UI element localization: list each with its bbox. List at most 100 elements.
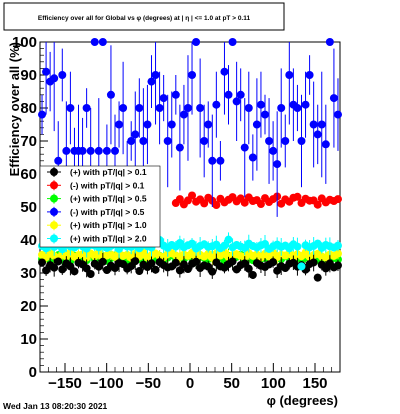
data-point xyxy=(220,67,229,76)
legend-marker xyxy=(50,168,58,176)
series-1 xyxy=(171,191,342,210)
data-point xyxy=(159,94,168,103)
data-point xyxy=(309,120,318,129)
data-point xyxy=(98,38,107,46)
data-point xyxy=(183,104,192,112)
data-point xyxy=(50,263,59,272)
data-point xyxy=(111,146,119,155)
legend-label: (+) with pT/|q| > 0.1 xyxy=(70,167,147,177)
y-tick-label: 100 xyxy=(12,34,37,51)
data-point xyxy=(313,130,322,139)
y-tick-label: 50 xyxy=(20,199,37,216)
data-point xyxy=(269,258,278,267)
data-point xyxy=(90,38,99,46)
data-point xyxy=(224,90,233,99)
data-point xyxy=(192,38,201,46)
legend-marker xyxy=(50,194,58,203)
data-point xyxy=(42,67,51,76)
data-point xyxy=(297,137,306,145)
x-tick-label: −50 xyxy=(136,375,161,392)
data-point xyxy=(281,137,290,145)
data-point xyxy=(38,110,47,119)
data-point xyxy=(285,71,294,79)
data-point xyxy=(313,200,322,209)
data-point xyxy=(119,104,128,112)
data-point xyxy=(163,137,172,145)
data-point xyxy=(171,258,180,267)
data-point xyxy=(131,257,140,266)
data-point xyxy=(188,191,197,200)
y-tick-label: 10 xyxy=(20,331,37,348)
data-point xyxy=(317,120,326,129)
data-point xyxy=(78,146,87,155)
data-point xyxy=(236,90,245,99)
data-point xyxy=(102,146,111,155)
data-point xyxy=(333,249,342,258)
data-point xyxy=(86,146,95,155)
data-point xyxy=(167,120,176,129)
legend-label: (-) with pT/|q| > 0.5 xyxy=(70,207,145,217)
data-point xyxy=(244,264,253,273)
data-point xyxy=(212,100,221,109)
legend-marker xyxy=(50,207,58,216)
data-point xyxy=(151,71,160,79)
data-point xyxy=(200,137,209,145)
data-point xyxy=(171,90,180,99)
data-point xyxy=(135,104,144,112)
data-point xyxy=(204,120,213,129)
data-point xyxy=(70,267,79,276)
data-point xyxy=(139,137,148,145)
y-tick-label: 0 xyxy=(29,364,37,381)
x-axis-label: φ (degrees) xyxy=(267,393,338,408)
data-point xyxy=(333,110,342,119)
data-point xyxy=(248,153,257,162)
data-point xyxy=(333,195,342,204)
data-point xyxy=(305,71,314,79)
data-point xyxy=(293,104,302,112)
legend-label: (+) with pT/|q| > 1.0 xyxy=(70,220,147,230)
data-point xyxy=(151,265,160,274)
data-point xyxy=(220,241,229,250)
data-point xyxy=(212,201,221,210)
legend-marker xyxy=(50,181,58,190)
data-point xyxy=(175,143,184,152)
y-tick-label: 80 xyxy=(20,100,37,117)
chart-title: Efficiency over all for Global vs φ (deg… xyxy=(38,15,251,22)
data-point xyxy=(228,38,237,46)
y-tick-label: 20 xyxy=(20,298,37,315)
data-point xyxy=(252,120,261,129)
data-point xyxy=(297,262,306,271)
data-point xyxy=(200,199,209,208)
data-point xyxy=(58,71,67,79)
y-tick-label: 90 xyxy=(20,67,37,84)
data-point xyxy=(228,257,237,266)
data-point xyxy=(309,258,318,267)
data-point xyxy=(131,130,140,139)
legend-marker xyxy=(50,221,58,230)
data-point xyxy=(256,200,265,209)
data-point xyxy=(94,146,103,155)
x-tick-label: 150 xyxy=(302,375,327,392)
y-tick-label: 30 xyxy=(20,265,37,282)
data-point xyxy=(50,74,59,83)
data-point xyxy=(188,71,197,79)
legend-box xyxy=(39,165,161,248)
x-tick-label: 50 xyxy=(223,375,240,392)
data-point xyxy=(261,110,269,119)
data-point xyxy=(208,156,217,165)
data-point xyxy=(216,156,225,165)
data-point xyxy=(147,77,156,86)
data-point xyxy=(265,137,274,145)
data-point xyxy=(208,267,217,276)
legend: (+) with pT/|q| > 0.1 (-) with pT/|q| > 0… xyxy=(39,165,161,248)
data-point xyxy=(147,259,156,268)
y-tick-label: 70 xyxy=(20,133,37,150)
data-point xyxy=(115,120,124,129)
data-point xyxy=(333,261,342,270)
data-point xyxy=(58,265,67,274)
data-point xyxy=(66,104,75,112)
data-point xyxy=(273,160,282,169)
data-point xyxy=(224,235,233,244)
